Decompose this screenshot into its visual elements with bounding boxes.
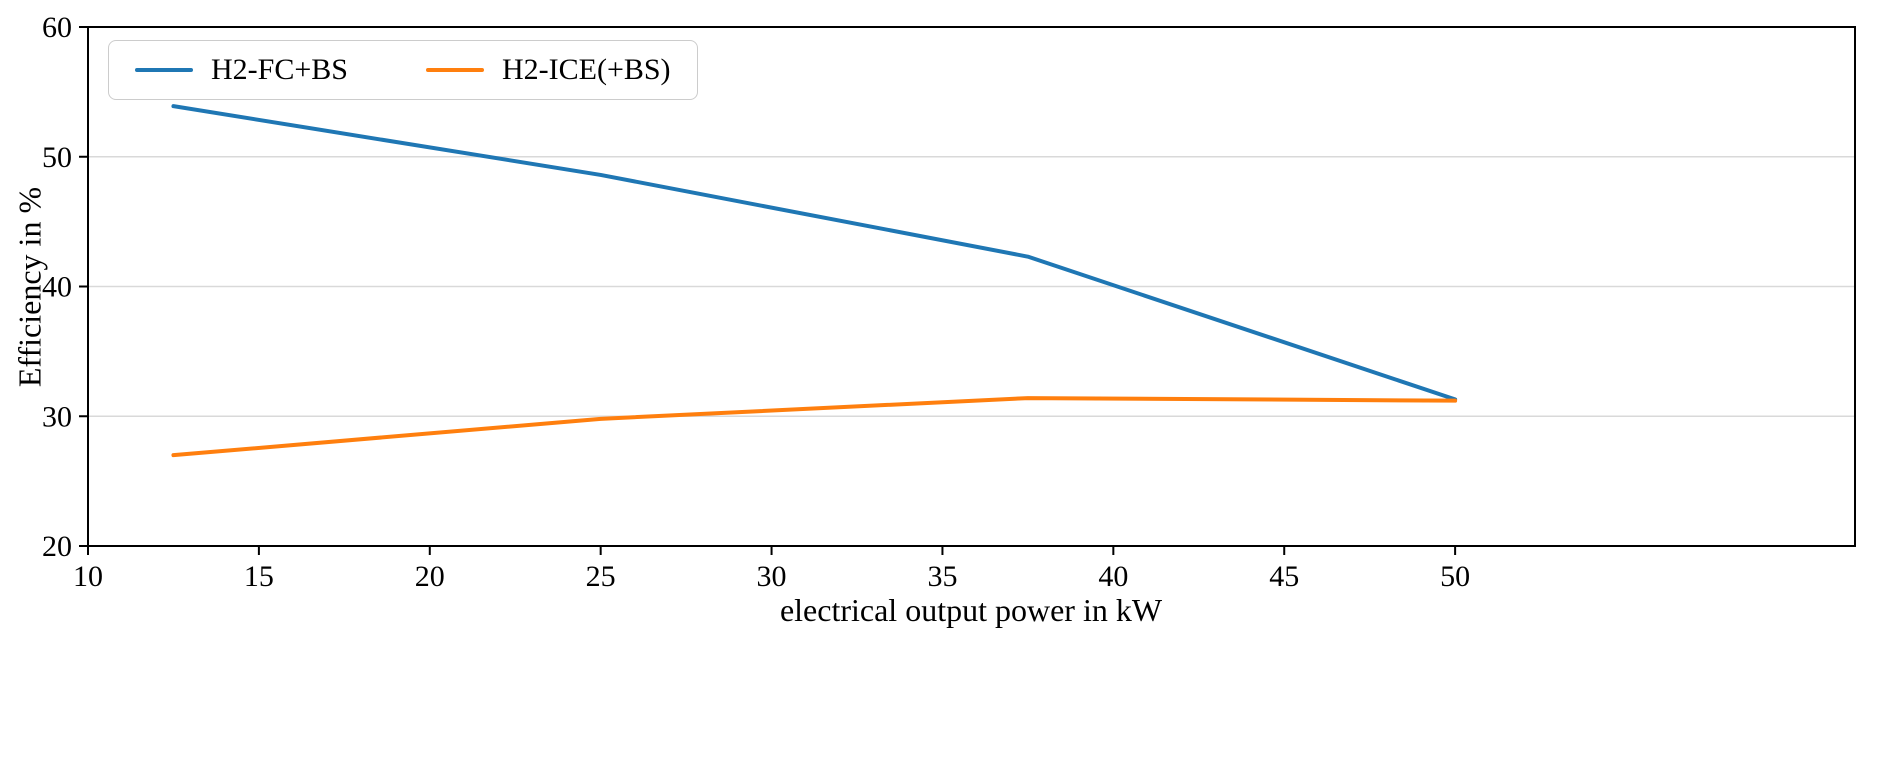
legend-entry-h2-ice-bs: H2-ICE(+BS) <box>425 53 671 87</box>
x-tick-label: 35 <box>927 560 957 593</box>
legend-line-swatch-h2-fc-bs <box>135 68 193 72</box>
x-tick-label: 15 <box>244 560 274 593</box>
y-tick-label: 20 <box>42 530 72 563</box>
y-tick-label: 50 <box>42 141 72 174</box>
series-line-H2-FC+BS <box>171 104 1458 402</box>
x-tick-label: 50 <box>1440 560 1470 593</box>
legend-label-h2-fc-bs: H2-FC+BS <box>211 53 348 86</box>
legend: H2-FC+BS H2-ICE(+BS) <box>108 40 698 100</box>
x-tick-label: 30 <box>757 560 787 593</box>
legend-label-h2-ice-bs: H2-ICE(+BS) <box>501 53 671 86</box>
x-tick-label: 10 <box>73 560 103 593</box>
x-axis-label: electrical output power in kW <box>779 592 1163 628</box>
x-tick-label: 25 <box>586 560 616 593</box>
y-tick-label: 40 <box>42 271 72 304</box>
x-tick-label: 40 <box>1098 560 1128 593</box>
legend-entry-h2-fc-bs: H2-FC+BS <box>135 53 348 87</box>
x-tick-label: 20 <box>415 560 445 593</box>
y-tick-label: 30 <box>42 400 72 433</box>
x-tick-label: 45 <box>1269 560 1299 593</box>
y-tick-label: 60 <box>42 11 72 44</box>
y-axis-label: Efficiency in % <box>11 186 48 388</box>
series-line-H2-ICE(+BS) <box>171 396 1458 458</box>
legend-line-swatch-h2-ice-bs <box>425 68 484 72</box>
